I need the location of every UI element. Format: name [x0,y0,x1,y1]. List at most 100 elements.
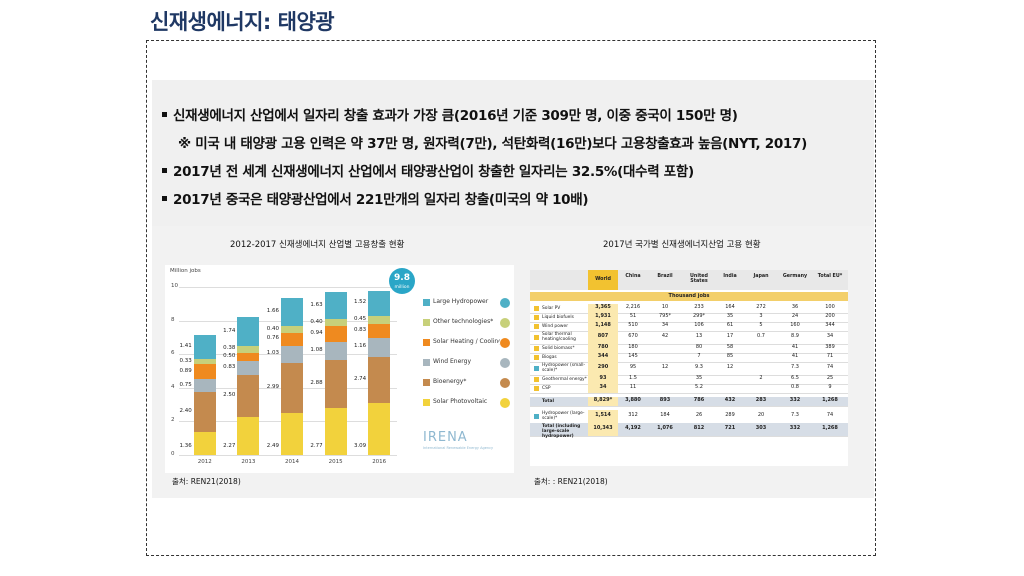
table-cell: 95 [629,364,637,370]
right-table-title: 2017년 국가별 신재생에너지산업 고용 현황 [603,240,761,250]
gridline [179,287,397,288]
table-cell: 9 [828,384,832,390]
table-cell: 34 [588,384,618,393]
legend-label: Solar Heating / Cooling [433,338,503,345]
table-cell: 289 [725,412,735,418]
table-cell: 1,514 [588,410,618,423]
table-row: Solid biomass* 780 180 80 58 41 389 [530,344,848,354]
column-header: Japan [753,274,769,279]
legend-swatch [423,399,430,406]
bar-segment [324,360,347,409]
badge-value: 9.8 [394,273,410,283]
left-chart-source: 출처: REN21(2018) [172,477,241,486]
bar-segment [237,316,260,347]
column-header: Germany [782,274,808,279]
row-tech-icon [534,315,539,320]
table-cell: 312 [628,412,638,418]
table-cell: 721 [724,425,736,431]
table-cell: 26 [695,412,703,418]
bar-value-label: 0.75 [179,381,192,388]
table-row: Total 8,829* 3,880 893 786 432 283 332 1,268 [530,397,848,407]
legend-label: Solar Photovoltaic [433,398,488,405]
table-cell: 8,829* [588,397,618,406]
bar-segment [193,432,216,455]
table-cell: 180 [628,344,638,350]
table-row: Hydropower (small-scale)* 290 95 12 9.3 12 7.3… [530,362,848,376]
table-cell: 7 [697,353,701,359]
row-label: Biogas [542,355,557,360]
table-cell: 432 [724,397,736,403]
table-cell: 812 [693,425,705,431]
bar-segment [368,403,391,455]
bar-value-label: 1.16 [353,343,367,350]
x-tick-label: 2015 [328,459,343,465]
row-label: Hydropower (small-scale)* [542,363,586,374]
table-cell: 36 [791,304,799,310]
bullet-text: 2017년 중국은 태양광산업에서 221만개의 일자리 창출(미국의 약 10… [173,192,589,208]
bar-value-label: 0.83 [353,326,367,333]
table-cell: 0.7 [757,333,765,339]
bar-value-label: 1.74 [223,327,236,334]
bar-segment [368,357,391,404]
bar-value-label: 1.36 [179,443,192,449]
table-row: Biogas 344 145 7 85 41 71 [530,353,848,363]
row-tech-icon [534,335,539,340]
table-cell: 332 [789,425,801,431]
table-cell: 24 [791,313,799,319]
row-tech-icon [534,386,539,391]
bar-segment [193,391,216,433]
table-cell: 272 [756,304,766,310]
row-tech-icon [534,399,539,404]
y-axis-label: Million jobs [170,268,201,274]
table-cell: 2 [759,375,763,381]
bar-value-label: 1.52 [353,299,367,306]
x-tick-label: 2012 [197,459,212,465]
table-cell: 0.8 [791,384,799,390]
bar-segment [368,290,391,317]
table-row: CSP 34 11 5.2 0.8 9 [530,384,848,394]
row-label: Total (including large-scale hydropower) [542,424,581,440]
column-header: India [723,274,737,279]
table-cell: 42 [661,333,669,339]
bar-segment [237,374,260,417]
bar-segment [193,379,216,392]
bullet-text: 2017년 전 세계 신재생에너지 산업에서 태양광산업이 창출한 일자리는 3… [173,164,694,180]
row-label: Wind power [542,324,569,329]
table-cell: 1,268 [822,397,838,403]
table-cell: 283 [755,397,767,403]
table-cell: 58 [726,344,734,350]
table-cell: 41 [791,344,799,350]
jobs-chart: Million jobs 0 2 4 6 8 10 1.36 2.40 0.75 0.89 0.3… [165,265,515,473]
table-cell: 13 [695,333,703,339]
irena-watermark-sub: International Renewable Energy Agency [423,446,494,450]
bar-segment [237,416,260,455]
table-cell: 795* [658,313,672,319]
bar-value-label: 1.08 [310,347,323,353]
bullet-text: 신재생에너지 산업에서 일자리 창출 효과가 가장 큼(2016년 기준 309… [173,108,738,124]
bar-value-label: 0.50 [223,352,236,359]
table-cell: 71 [826,353,834,359]
bar-segment [281,413,303,455]
legend-swatch [423,359,430,366]
content-frame [146,40,876,556]
bullet-square-icon [162,167,167,173]
table-cell: 290 [588,362,618,375]
table-cell: 344 [825,322,835,328]
y-tick-label: 10 [171,283,178,289]
table-cell: 1,076 [657,425,673,431]
table-row: Wind power 1,148 510 34 106 61 5 160 344 [530,322,848,332]
bullet-square-icon [162,195,167,201]
table-cell: 106 [694,322,704,328]
table-header-row: World China Brazil United States India Japan G… [530,270,848,290]
x-tick-label: 2016 [372,459,387,465]
table-cell: 80 [695,344,703,350]
table-cell: 10 [661,304,669,310]
table-cell: 7.3 [791,364,799,370]
table-row: Geothermal energy* 93 1.5 35 2 6.5 25 [530,375,848,385]
bar-segment [324,408,347,455]
legend-swatch [423,299,430,306]
x-tick-label: 2013 [241,459,256,465]
table-cell: 5.2 [695,384,703,390]
bullet-square-icon [162,111,167,117]
bar-value-label: 0.94 [310,330,323,337]
